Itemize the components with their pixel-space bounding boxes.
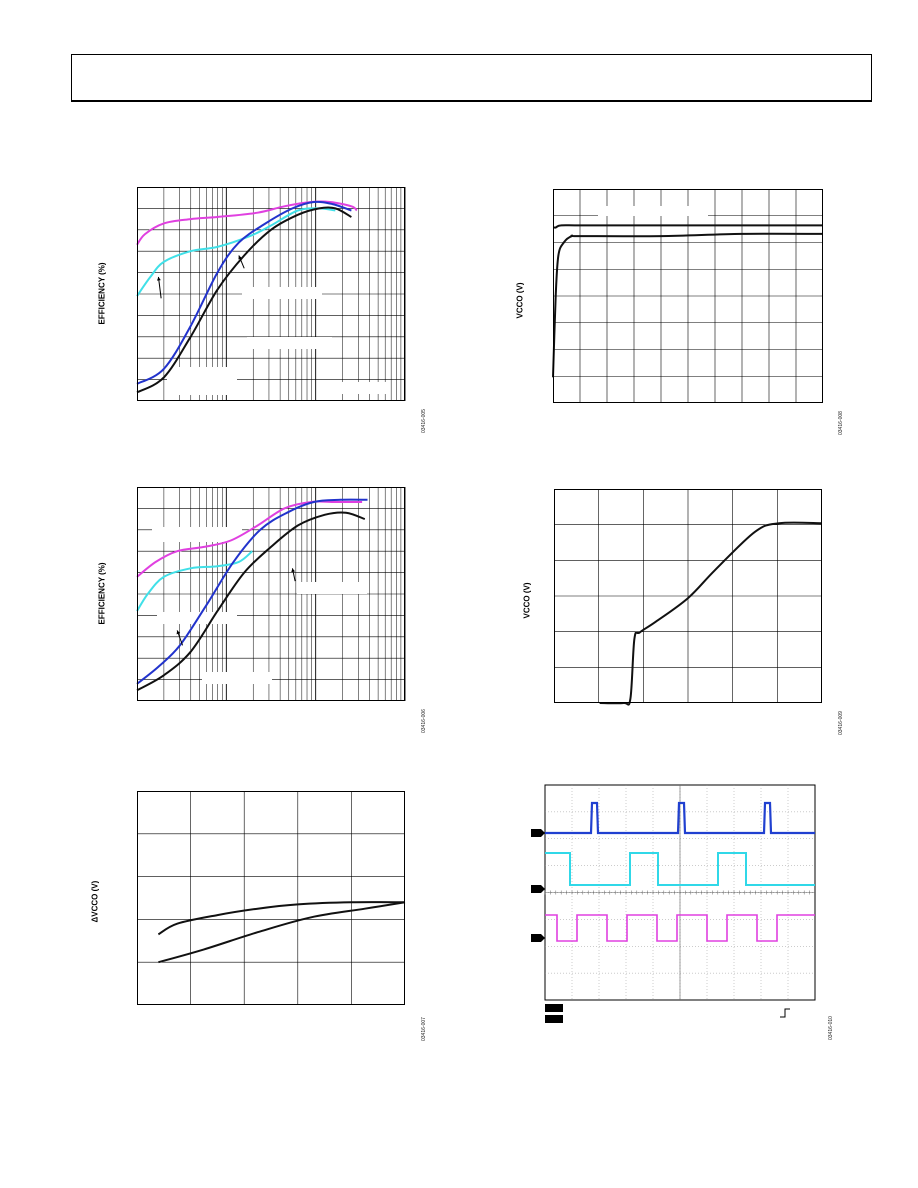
series-line <box>136 206 352 394</box>
series-line <box>136 511 366 692</box>
scope-trace-ch2 <box>545 852 815 886</box>
series-line <box>136 498 368 685</box>
label-mask <box>202 672 272 684</box>
figure-id: 03416-007 <box>421 1017 427 1041</box>
label-mask <box>598 206 708 216</box>
efficiency-chart-1 <box>136 187 406 406</box>
channel-marker <box>531 829 545 837</box>
y-axis-label: ΔVCCO (V) <box>90 880 100 923</box>
series-line <box>136 207 336 297</box>
figure-id: 03416-008 <box>838 411 844 435</box>
delta-vcco-chart <box>137 791 406 1010</box>
plot-frame <box>137 187 405 401</box>
series-line <box>136 200 352 385</box>
y-axis-label: VCCO (V) <box>515 282 525 319</box>
label-mask <box>242 287 322 299</box>
annotation-arrow <box>157 276 162 299</box>
label-mask <box>157 612 237 624</box>
chart-c1-svg <box>136 187 406 401</box>
channel-legend-block <box>545 1015 563 1023</box>
series-line <box>158 901 406 964</box>
figure-id: 03416-005 <box>421 409 427 433</box>
series-line <box>136 500 363 578</box>
channel-marker <box>531 885 545 893</box>
arrow-head <box>156 276 161 281</box>
plot-frame <box>137 791 405 1005</box>
series-line <box>599 521 823 706</box>
arrow-head <box>238 255 242 260</box>
plot-frame <box>137 487 405 701</box>
series-line <box>157 901 406 936</box>
trigger-icon <box>780 1008 790 1018</box>
y-axis-label: EFFICIENCY (%) <box>97 562 107 625</box>
arrow-head <box>176 630 181 635</box>
figure-id: 03416-006 <box>421 709 427 733</box>
y-axis-label: VCCO (V) <box>522 582 532 619</box>
channel-marker <box>531 934 545 942</box>
efficiency-chart-2 <box>136 487 406 706</box>
chart-c2-svg <box>136 487 406 701</box>
chart-c5-svg <box>554 489 823 706</box>
scope-capture <box>531 784 816 1023</box>
channel-legend-block <box>545 1004 563 1012</box>
chart-c4-svg <box>552 189 824 403</box>
chart-c3-svg <box>137 791 406 1005</box>
scope-trace-ch1 <box>545 801 815 835</box>
series-line <box>552 224 823 229</box>
figure-id: 03416-009 <box>838 711 844 735</box>
scope-trace-ch3 <box>545 914 815 942</box>
vcco-chart-1 <box>552 189 824 408</box>
plot-frame <box>554 489 822 703</box>
vcco-chart-2 <box>554 489 823 708</box>
page-header-box <box>71 54 872 102</box>
label-mask <box>247 337 332 349</box>
figure-id: 03416-010 <box>828 1016 834 1040</box>
label-mask <box>327 382 387 394</box>
label-mask <box>167 367 237 395</box>
plot-frame <box>553 189 823 403</box>
series-line <box>136 550 253 612</box>
series-line <box>552 232 824 378</box>
y-axis-label: EFFICIENCY (%) <box>97 262 107 325</box>
label-mask <box>297 582 367 594</box>
arrow-head <box>291 568 296 573</box>
chart-c6-svg <box>531 784 816 1023</box>
label-mask <box>152 527 242 542</box>
series-line <box>136 200 358 246</box>
